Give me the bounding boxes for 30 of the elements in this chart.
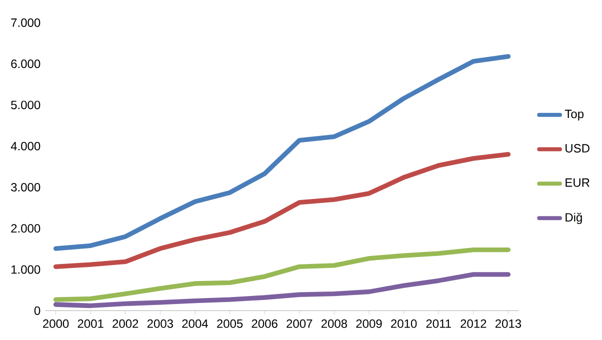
- x-tick-label: 2005: [217, 319, 243, 328]
- x-tick-label: 2002: [112, 319, 138, 328]
- legend-label: Top: [564, 110, 584, 121]
- x-tick-label: 2013: [495, 319, 522, 328]
- x-tick-label: 2009: [356, 319, 382, 328]
- legend-label: EUR: [566, 178, 590, 187]
- x-tick-label: 2001: [78, 319, 104, 328]
- y-tick-label: 0: [34, 306, 40, 315]
- y-tick-label: 5.000: [11, 100, 40, 110]
- y-tick-label: 6.000: [11, 60, 40, 68]
- x-tick-label: 2012: [460, 319, 486, 328]
- y-tick-label: 2.000: [11, 224, 40, 233]
- x-tick-label: 2010: [391, 319, 417, 328]
- line-series: [53, 272, 511, 308]
- y-tick-label: 1.000: [12, 265, 40, 274]
- line-series: [53, 54, 511, 251]
- x-tick-label: 2000: [43, 319, 69, 328]
- y-tick-label: 3.000: [11, 182, 40, 192]
- x-tick-label: 2008: [321, 319, 348, 328]
- line-series: [53, 247, 511, 302]
- x-tick-label: 2003: [147, 319, 174, 328]
- x-tick-label: 2004: [182, 319, 208, 328]
- x-tick-label: 2006: [252, 319, 278, 328]
- x-tick-label: 2007: [286, 319, 312, 328]
- legend-label: Diğ: [566, 212, 582, 224]
- y-tick-label: 7.000: [11, 18, 40, 27]
- x-tick-label: 2011: [426, 319, 451, 328]
- line-series: [53, 152, 511, 269]
- legend-label: USD: [566, 144, 590, 153]
- y-tick-label: 4.000: [10, 142, 40, 150]
